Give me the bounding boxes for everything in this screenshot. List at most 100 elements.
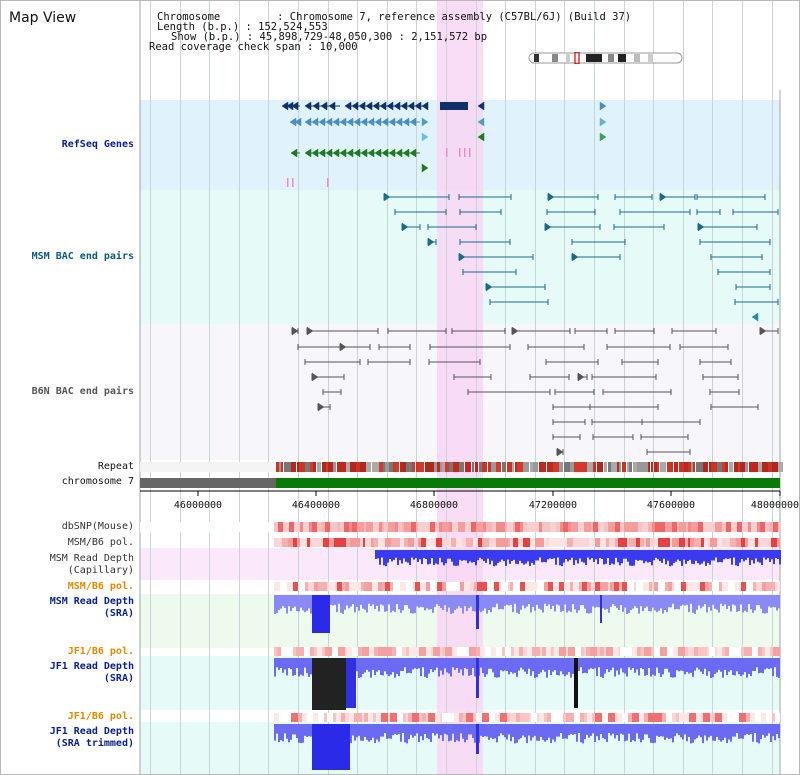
msm-sra-depth-bar: [366, 595, 368, 613]
jf1-trim-depth-bar: [716, 724, 718, 737]
capillary-depth-bar: [513, 550, 515, 560]
msm-sra-depth-bar: [512, 595, 514, 613]
capillary-depth-bar: [641, 550, 643, 561]
msm-sra-depth-bar: [390, 595, 392, 613]
jf1-trim-depth-bar: [650, 724, 652, 743]
jf1-trim-depth-bar: [358, 724, 360, 736]
msm-b6-pol-sra-cell: [719, 582, 722, 591]
jf1-trim-depth-bar: [452, 724, 454, 734]
msm-b6-pol-cell: [589, 538, 595, 547]
jf1-b6-pol-cell: [770, 647, 773, 656]
jf1-b6-pol-trim-cell: [557, 713, 563, 722]
capillary-depth-bar: [583, 550, 585, 563]
msm-sra-depth-bar: [538, 595, 540, 609]
msm-depth-sra-sub: (SRA): [103, 608, 134, 619]
msm-sra-depth-bar: [588, 595, 590, 614]
jf1-b6-pol-trim-cell: [761, 713, 766, 722]
jf1-trim-depth-bar: [574, 724, 576, 735]
jf1-sra-depth-bar: [442, 658, 444, 675]
gene-row-green: [374, 148, 382, 158]
msm-sra-depth-bar: [680, 595, 682, 606]
capillary-depth-bar: [635, 550, 637, 560]
gene-row-green: [388, 148, 396, 158]
msm-b6-pol-cell: [436, 538, 442, 547]
dbsnp-cell: [584, 522, 591, 532]
msm-b6-pol-sra-cell: [361, 582, 364, 591]
jf1-b6-pol-trim-cell: [500, 713, 507, 722]
gene-row-green: [346, 148, 354, 158]
msm-sra-depth-bar: [386, 595, 388, 612]
jf1-trim-depth-bar: [530, 724, 532, 741]
msm-b6-pol-cell: [442, 538, 449, 547]
msm-b6-pol-sra-cell: [766, 582, 769, 591]
jf1-sra-depth-bar: [516, 658, 518, 677]
msm-bac-pair-arrow: [458, 252, 466, 262]
jf1-trim-depth-bar: [368, 724, 370, 742]
msm-sra-depth-bar: [568, 595, 570, 611]
msm-bac-label[interactable]: MSM BAC end pairs: [31, 251, 134, 262]
gene-row-dark: [304, 101, 312, 111]
msm-b6-pol-cell: [688, 538, 690, 547]
repeat-segment: [622, 462, 626, 472]
msm-b6-pol-sra-cell: [329, 582, 335, 591]
jf1-sra-depth-bar: [418, 658, 420, 669]
jf1-b6-pol-cell: [586, 647, 590, 656]
jf1-trim-depth-bar: [592, 724, 594, 734]
jf1-b6-pol-cell: [678, 647, 685, 656]
b6n-bac-label[interactable]: B6N BAC end pairs: [31, 386, 134, 397]
jf1-sra-depth-bar: [670, 658, 672, 678]
capillary-depth-bar: [405, 550, 407, 562]
msm-sra-depth-bar: [548, 595, 550, 605]
jf1-b6-pol-trim-cell: [279, 713, 285, 722]
jf1-sra-depth-bar: [702, 658, 704, 674]
jf1-trim-depth-bar: [538, 724, 540, 741]
jf1-trim-depth-bar: [432, 724, 434, 733]
jf1-trim-depth-bar: [630, 724, 632, 742]
msm-sra-depth-bar: [470, 595, 472, 607]
jf1-trim-depth-bar: [282, 724, 284, 742]
jf1-b6-pol-trim-cell: [285, 713, 291, 722]
jf1-trim-depth-bar: [588, 724, 590, 738]
jf1-trim-depth-bar: [606, 724, 608, 742]
jf1-trim-depth-bar: [576, 724, 578, 742]
msm-sra-depth-bar: [676, 595, 678, 609]
jf1-sra-depth-bar: [728, 658, 730, 672]
jf1-b6-pol-trim-cell: [507, 713, 510, 722]
msm-sra-depth-bar-spike: [600, 595, 602, 623]
msm-b6-pol-cell: [741, 538, 745, 547]
jf1-sra-depth-bar: [560, 658, 562, 672]
jf1-b6-pol-trim-cell: [510, 713, 512, 722]
gene-row-mid: [339, 117, 347, 127]
msm-sra-depth-bar: [482, 595, 484, 611]
msm-sra-depth-bar: [446, 595, 448, 612]
jf1-b6-pol-trim-cell: [648, 713, 655, 722]
msm-b6-pol-cell: [449, 538, 451, 547]
capillary-depth-bar: [517, 550, 519, 565]
jf1-trim-depth-bar: [668, 724, 670, 740]
msm-b6-pol-cell: [400, 538, 404, 547]
jf1-sra-depth-bar: [618, 658, 620, 675]
jf1-sra-depth-bar: [674, 658, 676, 678]
jf1-sra-depth-bar: [640, 658, 642, 668]
jf1-sra-depth-bar: [720, 658, 722, 672]
msm-b6-pol-sra-cell: [705, 582, 709, 591]
msm-b6-pol-sra-cell: [722, 582, 728, 591]
jf1-trim-depth-bar: [450, 724, 452, 741]
dbsnp-cell: [677, 522, 679, 532]
msm-b6-pol-sra-cell: [643, 582, 649, 591]
jf1-b6-pol-trim-cell: [473, 713, 476, 722]
jf1-b6-pol-cell: [426, 647, 431, 656]
jf1-b6-pol-cell: [369, 647, 374, 656]
dbsnp-cell: [496, 522, 499, 532]
refseq-label[interactable]: RefSeq Genes: [61, 139, 134, 150]
selection-highlight[interactable]: [437, 0, 483, 775]
capillary-depth-bar: [719, 550, 721, 562]
dbsnp-cell: [672, 522, 677, 532]
msm-sra-depth-bar: [454, 595, 456, 611]
chromosome-ideogram[interactable]: [528, 52, 684, 64]
jf1-trim-depth-bar: [496, 724, 498, 743]
jf1-sra-depth-bar: [508, 658, 510, 675]
jf1-b6-pol-cell: [762, 647, 765, 656]
capillary-depth-bar: [423, 550, 425, 559]
jf1-sra-depth-bar: [444, 658, 446, 669]
